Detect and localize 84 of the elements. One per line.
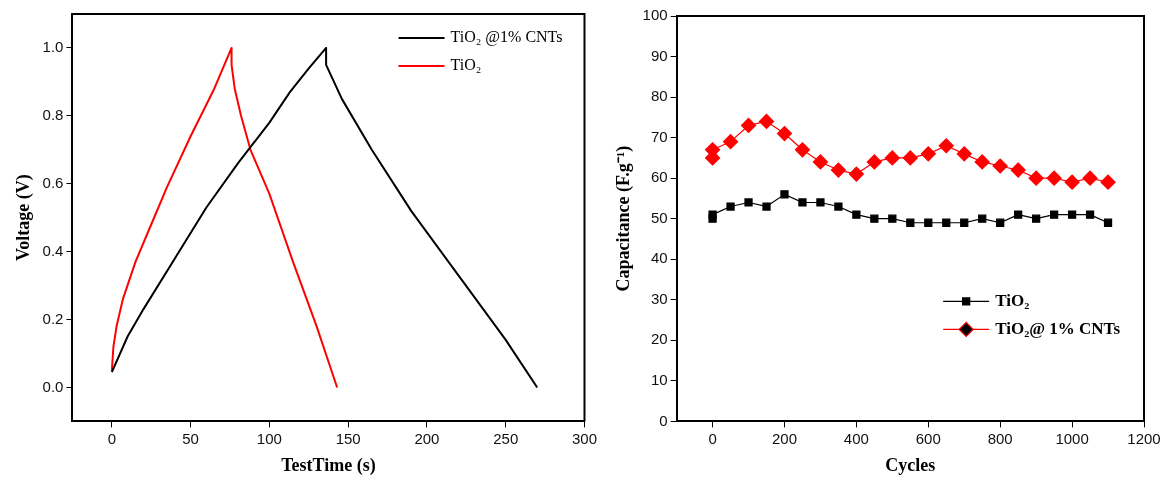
point — [726, 202, 735, 211]
point — [776, 125, 793, 142]
point — [996, 218, 1005, 227]
x-tick-label: 200 — [771, 429, 797, 447]
y-tick-label: 1.0 — [42, 38, 64, 56]
point — [924, 218, 933, 227]
point — [762, 202, 771, 211]
point — [1082, 170, 1098, 186]
y-tick-label: 0.4 — [42, 241, 64, 259]
x-axis-title: Cycles — [885, 454, 936, 475]
point — [780, 190, 789, 199]
legend-label: TiO₂ @1% CNTs — [450, 28, 563, 47]
y-tick-label: 50 — [650, 208, 668, 226]
point — [1100, 174, 1116, 190]
point — [722, 134, 739, 150]
point — [1028, 170, 1044, 186]
legend-label: TiO₂@ 1% CNTs — [995, 318, 1121, 338]
y-tick-label: 10 — [650, 371, 668, 388]
point — [938, 138, 954, 154]
point — [956, 146, 972, 162]
point — [920, 146, 936, 162]
point — [942, 218, 951, 227]
x-tick-label: 0 — [107, 429, 117, 447]
x-tick-label: 150 — [335, 429, 361, 447]
point — [1085, 210, 1095, 219]
y-tick-label: 0 — [659, 411, 668, 429]
y-tick-label: 0.6 — [42, 173, 64, 191]
point — [744, 198, 753, 207]
point — [848, 166, 864, 182]
y-tick-label: 80 — [650, 87, 668, 105]
point — [1032, 214, 1041, 223]
x-tick-label: 800 — [987, 429, 1013, 447]
legend-label: TiO₂ — [995, 290, 1030, 310]
point — [906, 218, 915, 227]
x-tick-label: 250 — [493, 429, 519, 447]
y-tick-label: 40 — [650, 249, 668, 267]
point — [852, 210, 861, 219]
point — [960, 218, 969, 227]
y-tick-label: 70 — [650, 127, 668, 145]
x-tick-label: 1000 — [1055, 429, 1089, 447]
point — [1064, 174, 1080, 190]
y-tick-label: 60 — [650, 168, 668, 186]
x-tick-label: 0 — [708, 429, 717, 447]
y-tick-label: 0.2 — [42, 309, 64, 327]
x-tick-label: 200 — [414, 429, 440, 447]
y-tick-label: 90 — [650, 46, 668, 64]
point — [974, 154, 990, 170]
point — [812, 154, 829, 170]
x-axis-title: TestTime (s) — [281, 454, 376, 476]
point — [1103, 218, 1113, 227]
point — [888, 214, 897, 223]
y-axis-title: Voltage (V) — [13, 174, 35, 262]
x-tick-label: 300 — [571, 429, 597, 447]
point — [884, 150, 900, 166]
y-tick-label: 100 — [642, 6, 668, 24]
y-tick-label: 0.8 — [42, 105, 64, 123]
x-tick-label: 100 — [256, 429, 282, 447]
point — [978, 214, 987, 223]
x-tick-label: 400 — [843, 429, 869, 447]
point — [758, 113, 775, 129]
point — [708, 210, 717, 219]
point — [1010, 162, 1026, 178]
point — [1046, 170, 1062, 186]
point — [870, 214, 879, 223]
point — [834, 202, 843, 211]
legend-label: TiO₂ — [450, 56, 482, 74]
x-tick-label: 50 — [182, 429, 199, 447]
y-axis-title: Capacitance (F.g⁻¹) — [613, 145, 635, 292]
y-tick-label: 20 — [650, 330, 668, 348]
point — [740, 117, 757, 134]
point — [794, 142, 811, 158]
point — [798, 198, 807, 207]
point — [830, 162, 847, 178]
point — [1067, 210, 1077, 219]
point — [992, 158, 1008, 174]
point — [816, 198, 825, 207]
point — [1014, 210, 1023, 219]
x-tick-label: 1200 — [1127, 429, 1161, 447]
x-tick-label: 600 — [915, 429, 941, 447]
y-tick-label: 30 — [650, 289, 668, 307]
point — [1049, 210, 1059, 219]
y-tick-label: 0.0 — [42, 377, 64, 395]
point — [902, 150, 918, 166]
point — [866, 154, 882, 170]
